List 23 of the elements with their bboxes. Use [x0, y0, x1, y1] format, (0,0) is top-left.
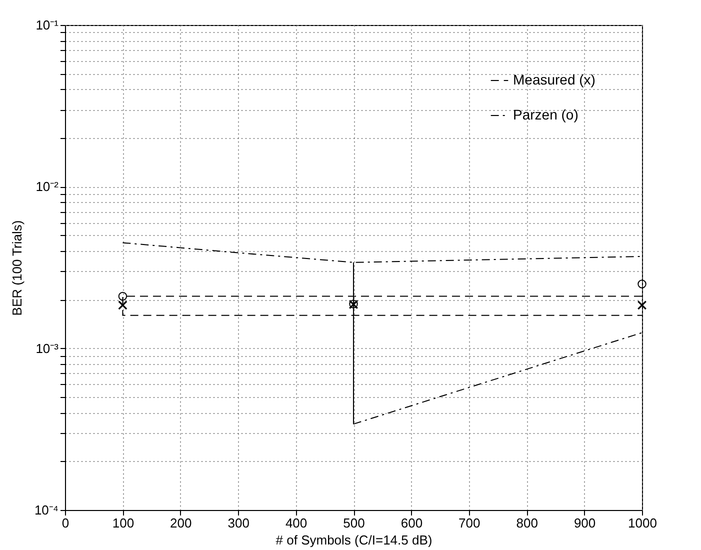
x-tick-label: 100 [112, 516, 134, 530]
x-axis-title: # of Symbols (C/I=14.5 dB) [276, 532, 432, 548]
point [118, 292, 128, 301]
y-tick-label: 10⁻⁴ [34, 502, 58, 518]
y-tick-label: 10⁻¹ [36, 18, 60, 32]
x-tick-label: 900 [574, 516, 596, 530]
y-axis-title: BER (100 Trials) [9, 220, 24, 316]
point [638, 280, 646, 288]
y-tick-label: 10⁻² [36, 179, 60, 194]
x-tick-label: 200 [170, 516, 192, 530]
x-tick-label: 1000 [628, 516, 657, 530]
x-tick-label: 800 [516, 516, 538, 530]
point [118, 300, 128, 310]
x-tick-label: 500 [343, 516, 365, 530]
legend-label: Parzen (o) [513, 106, 578, 122]
y-tick-label: 10⁻³ [36, 340, 60, 356]
x-tick-label: 600 [400, 516, 423, 530]
x-tick-label: 300 [228, 516, 250, 530]
x-tick-label: 400 [285, 516, 308, 530]
legend-label: Measured (x) [513, 72, 596, 88]
x-tick-label: 0 [62, 516, 70, 530]
x-tick-label: 700 [458, 516, 480, 530]
point [637, 300, 647, 310]
